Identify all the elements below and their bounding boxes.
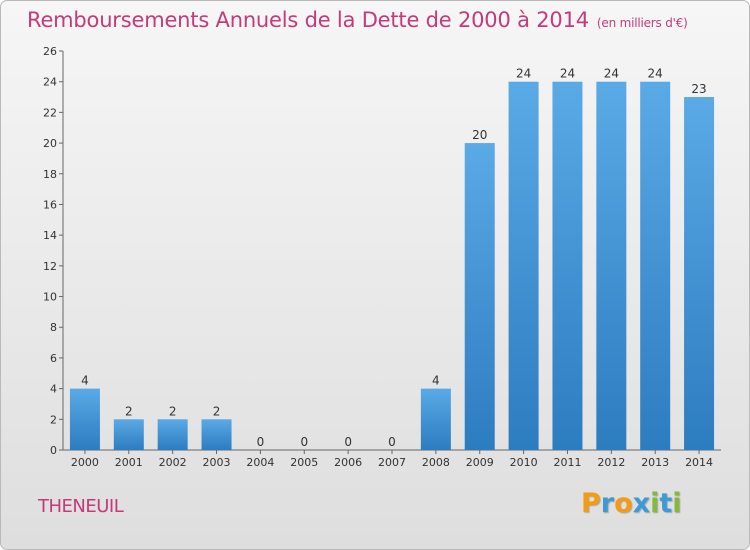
logo-letter: x [632,488,651,519]
x-tick-label: 2011 [553,456,581,469]
y-tick-label: 16 [43,198,57,211]
bar-2003 [201,419,232,450]
bar-2010 [508,81,539,450]
bar-value-label: 0 [300,435,308,449]
commune-name: THENEUIL [38,496,124,517]
bar-2013 [640,81,671,450]
bar-2009 [464,143,495,451]
y-tick-label: 24 [43,76,57,89]
x-tick-label: 2000 [71,456,99,469]
chart-unit: (en milliers d'€) [596,16,688,30]
y-tick-label: 26 [43,45,57,58]
x-tick-label: 2004 [246,456,274,469]
bar-value-label: 2 [125,404,133,418]
logo-letter: o [614,488,633,519]
bar-value-label: 0 [388,435,396,449]
bar-2000 [69,388,100,450]
x-tick-label: 2012 [597,456,625,469]
bar-2012 [596,81,627,450]
y-tick-label: 14 [43,229,57,242]
bar-value-label: 0 [344,435,352,449]
y-tick-label: 6 [50,352,57,365]
x-tick-label: 2002 [159,456,187,469]
x-tick-label: 2005 [290,456,318,469]
bar-value-label: 2 [213,404,221,418]
chart-title: Remboursements Annuels de la Dette de 20… [27,8,688,32]
y-tick-label: 20 [43,137,57,150]
logo-letter: r [600,488,615,519]
y-tick-label: 4 [50,383,57,396]
x-tick-label: 2008 [422,456,450,469]
logo-letter: i [672,488,682,519]
logo-letter: P [581,488,601,519]
bar-2011 [552,81,583,450]
bar-2008 [420,388,451,450]
bar-value-label: 24 [648,67,663,81]
x-tick-label: 2013 [641,456,669,469]
x-tick-label: 2007 [378,456,406,469]
bar-value-label: 4 [432,374,440,388]
bar-value-label: 0 [257,435,265,449]
bar-value-label: 20 [472,128,487,142]
y-tick-label: 10 [43,291,57,304]
x-tick-label: 2001 [115,456,143,469]
bar-2014 [684,97,715,451]
x-tick-label: 2009 [466,456,494,469]
y-tick-label: 0 [50,444,57,457]
y-tick-label: 12 [43,260,57,273]
bar-value-label: 24 [516,67,531,81]
bar-value-label: 24 [560,67,575,81]
bar-2002 [157,419,188,450]
logo-letter: t [659,488,673,519]
y-tick-label: 18 [43,168,57,181]
x-tick-label: 2006 [334,456,362,469]
y-tick-label: 8 [50,321,57,334]
bar-value-label: 24 [604,67,619,81]
y-tick-label: 2 [50,413,57,426]
proxiti-logo[interactable]: Proxiti [581,488,682,519]
bar-2001 [113,419,144,450]
x-tick-label: 2010 [510,456,538,469]
bar-value-label: 4 [81,374,89,388]
bar-value-label: 23 [691,82,706,96]
y-tick-label: 22 [43,106,57,119]
logo-letter: i [650,488,660,519]
x-tick-label: 2003 [203,456,231,469]
x-tick-label: 2014 [685,456,713,469]
bar-value-label: 2 [169,404,177,418]
